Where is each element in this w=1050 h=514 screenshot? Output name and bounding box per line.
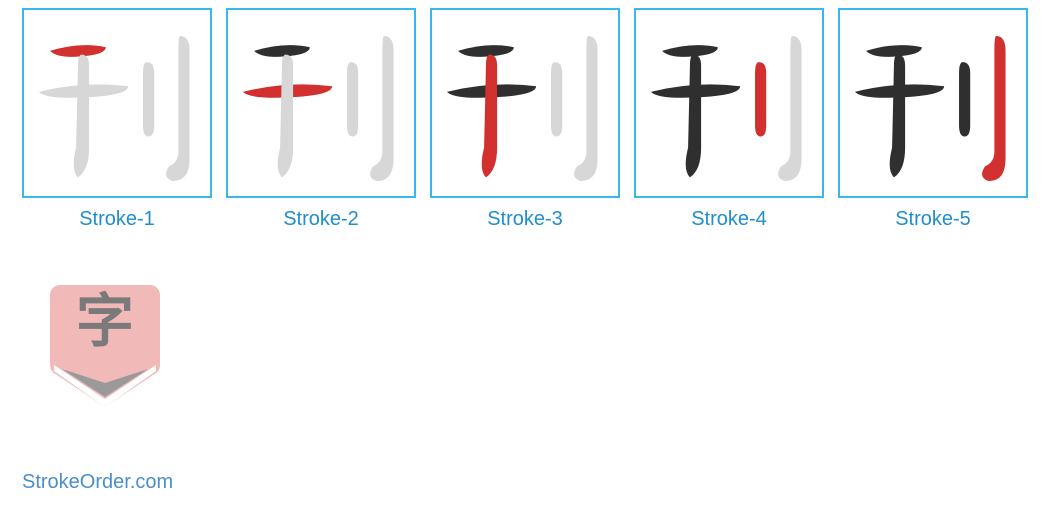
- stroke-label: Stroke-2: [283, 208, 359, 231]
- stroke-item: Stroke-4: [634, 8, 824, 231]
- stroke-row: Stroke-1 Stroke-2 Stroke-3 Stroke-4: [22, 8, 1050, 231]
- stroke-label: Stroke-3: [487, 208, 563, 231]
- watermark: StrokeOrder.com: [22, 471, 173, 494]
- stroke-item: Stroke-1: [22, 8, 212, 231]
- stroke-item: Stroke-3: [430, 8, 620, 231]
- stroke-box: [634, 8, 824, 198]
- stroke-box: [838, 8, 1028, 198]
- stroke-item: Stroke-5: [838, 8, 1028, 231]
- logo-row: 字: [46, 279, 1050, 407]
- stroke-box: [22, 8, 212, 198]
- stroke-box: [430, 8, 620, 198]
- site-logo: 字: [46, 279, 164, 407]
- stroke-label: Stroke-4: [691, 208, 767, 231]
- svg-text:字: 字: [76, 289, 134, 354]
- stroke-label: Stroke-5: [895, 208, 971, 231]
- stroke-item: Stroke-2: [226, 8, 416, 231]
- stroke-label: Stroke-1: [79, 208, 155, 231]
- stroke-box: [226, 8, 416, 198]
